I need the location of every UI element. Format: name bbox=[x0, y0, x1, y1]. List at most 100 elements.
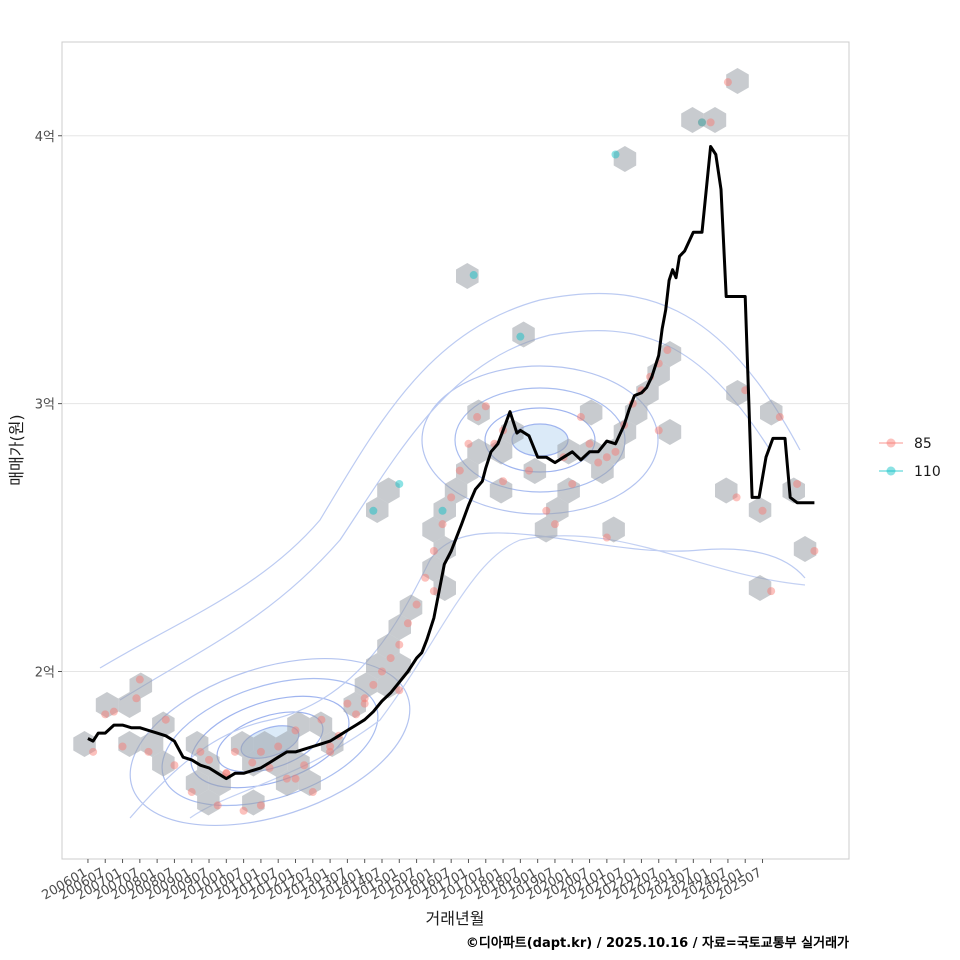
hex-bin bbox=[760, 399, 783, 426]
point-85 bbox=[473, 413, 482, 422]
hex-bin bbox=[287, 711, 310, 738]
point-110 bbox=[395, 479, 404, 488]
point-85 bbox=[663, 346, 672, 355]
hex-bin bbox=[703, 107, 727, 133]
point-85 bbox=[377, 667, 386, 676]
point-85 bbox=[265, 763, 274, 772]
point-110 bbox=[516, 332, 525, 341]
hex-bin bbox=[388, 614, 411, 640]
median-line-layer bbox=[87, 145, 815, 781]
hex-bin bbox=[185, 770, 209, 796]
hex-bin bbox=[726, 68, 749, 94]
point-85 bbox=[317, 715, 326, 724]
hex-bin bbox=[95, 692, 119, 718]
hex-bin bbox=[456, 263, 479, 289]
point-85 bbox=[239, 806, 248, 815]
point-85 bbox=[464, 439, 473, 448]
hex-bin bbox=[354, 672, 378, 699]
point-85 bbox=[706, 118, 715, 127]
point-85 bbox=[308, 788, 317, 797]
y-tick-label: 3억 bbox=[35, 398, 55, 413]
point-85 bbox=[369, 680, 378, 689]
hex-bin bbox=[366, 653, 389, 679]
point-85 bbox=[793, 479, 802, 488]
hex-bin bbox=[681, 107, 704, 133]
hex-bin bbox=[377, 672, 400, 699]
legend-key-point bbox=[886, 466, 896, 476]
hex-bin bbox=[197, 789, 220, 816]
point-85 bbox=[213, 801, 222, 810]
point-85 bbox=[576, 413, 585, 422]
point-85 bbox=[170, 761, 179, 770]
hex-bin bbox=[512, 321, 535, 348]
point-85 bbox=[395, 686, 404, 695]
point-85 bbox=[732, 493, 741, 502]
point-85 bbox=[525, 466, 534, 475]
point-85 bbox=[438, 520, 447, 529]
hex-bin bbox=[546, 497, 569, 523]
hex-bin bbox=[658, 419, 682, 445]
point-85 bbox=[412, 600, 421, 609]
hex-bin bbox=[140, 731, 164, 757]
point-85 bbox=[132, 694, 141, 703]
y-tick-label: 4억 bbox=[35, 130, 55, 145]
hex-bin bbox=[467, 399, 490, 426]
point-85 bbox=[550, 520, 559, 529]
point-85 bbox=[775, 413, 784, 422]
hex-bin bbox=[242, 789, 265, 816]
contour-high-4 bbox=[421, 365, 659, 515]
point-110 bbox=[697, 118, 706, 127]
hex-bin bbox=[602, 516, 625, 543]
point-85 bbox=[144, 747, 153, 756]
point-110 bbox=[611, 150, 620, 159]
point-85 bbox=[499, 477, 508, 486]
plot-panel bbox=[61, 41, 850, 860]
hex-bin bbox=[343, 692, 366, 718]
hex-bin bbox=[185, 731, 209, 757]
hex-bin bbox=[230, 731, 254, 757]
hex-bin bbox=[658, 341, 682, 367]
hex-bin bbox=[501, 419, 524, 445]
point-85 bbox=[326, 747, 335, 756]
point-85 bbox=[758, 506, 767, 515]
hex-bin bbox=[647, 360, 670, 387]
hex-bin bbox=[557, 477, 580, 504]
point-85 bbox=[810, 546, 819, 555]
legend-label: 110 bbox=[914, 464, 941, 480]
hex-bin bbox=[366, 497, 389, 523]
legend-key-point bbox=[886, 438, 896, 448]
point-85 bbox=[230, 747, 239, 756]
y-tick-label: 2억 bbox=[35, 665, 55, 680]
hex-bin bbox=[748, 497, 772, 523]
point-85 bbox=[274, 742, 283, 751]
hex-bin bbox=[456, 458, 479, 484]
point-85 bbox=[109, 707, 118, 716]
hex-bin bbox=[433, 497, 456, 523]
point-85 bbox=[395, 640, 404, 649]
point-85 bbox=[429, 587, 438, 596]
hex-bin bbox=[444, 477, 468, 504]
point-85 bbox=[568, 479, 577, 488]
point-85 bbox=[352, 710, 361, 719]
hex-bin bbox=[793, 536, 817, 562]
point-85 bbox=[282, 774, 291, 783]
point-85 bbox=[89, 747, 98, 756]
point-85 bbox=[697, 118, 706, 127]
point-85 bbox=[542, 506, 551, 515]
hex-bin bbox=[264, 750, 288, 777]
point-85 bbox=[187, 788, 196, 797]
hex-bin bbox=[287, 750, 310, 777]
point-85 bbox=[654, 426, 663, 435]
hex-bin bbox=[377, 633, 400, 660]
series-line-median bbox=[87, 145, 815, 781]
hex-bin bbox=[129, 672, 153, 699]
x-axis-title: 거래년월 bbox=[426, 909, 485, 928]
legend-label: 85 bbox=[914, 436, 932, 452]
hex-bin bbox=[73, 731, 96, 757]
point-85 bbox=[118, 742, 127, 751]
point-85 bbox=[248, 758, 257, 767]
hex-bin bbox=[613, 146, 637, 172]
point-85 bbox=[205, 755, 214, 764]
point-85 bbox=[291, 774, 300, 783]
point-85 bbox=[611, 447, 620, 456]
